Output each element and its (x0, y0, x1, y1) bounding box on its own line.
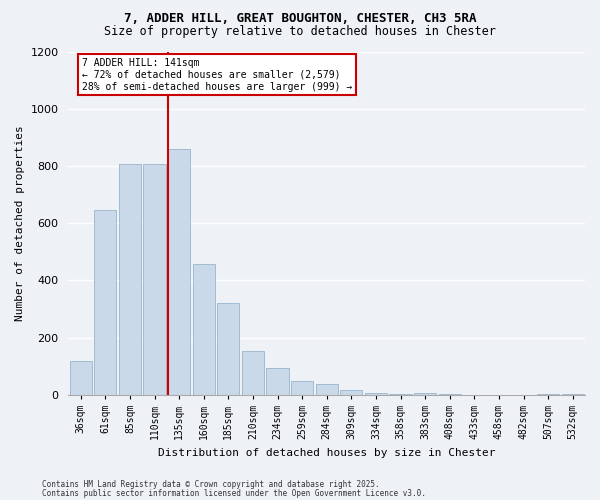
Bar (414, 392, 436, 395)
Bar (291, 380, 313, 395)
Bar (439, 394, 461, 395)
Bar (94, 210, 116, 395)
Bar (193, 264, 215, 395)
Bar (70, 360, 92, 395)
Y-axis label: Number of detached properties: Number of detached properties (15, 126, 25, 321)
Text: Contains HM Land Registry data © Crown copyright and database right 2025.: Contains HM Land Registry data © Crown c… (42, 480, 380, 489)
Bar (217, 304, 239, 395)
Bar (119, 164, 141, 395)
Bar (242, 350, 264, 395)
X-axis label: Distribution of detached houses by size in Chester: Distribution of detached houses by size … (158, 448, 496, 458)
Bar (389, 394, 412, 395)
Bar (537, 394, 559, 395)
Bar (168, 149, 190, 395)
Text: 7 ADDER HILL: 141sqm
← 72% of detached houses are smaller (2,579)
28% of semi-de: 7 ADDER HILL: 141sqm ← 72% of detached h… (82, 58, 352, 92)
Bar (340, 390, 362, 395)
Text: Contains public sector information licensed under the Open Government Licence v3: Contains public sector information licen… (42, 488, 426, 498)
Bar (562, 394, 584, 395)
Text: 7, ADDER HILL, GREAT BOUGHTON, CHESTER, CH3 5RA: 7, ADDER HILL, GREAT BOUGHTON, CHESTER, … (124, 12, 476, 26)
Bar (365, 392, 387, 395)
Bar (266, 368, 289, 395)
Text: Size of property relative to detached houses in Chester: Size of property relative to detached ho… (104, 25, 496, 38)
Bar (316, 384, 338, 395)
Bar (143, 164, 166, 395)
